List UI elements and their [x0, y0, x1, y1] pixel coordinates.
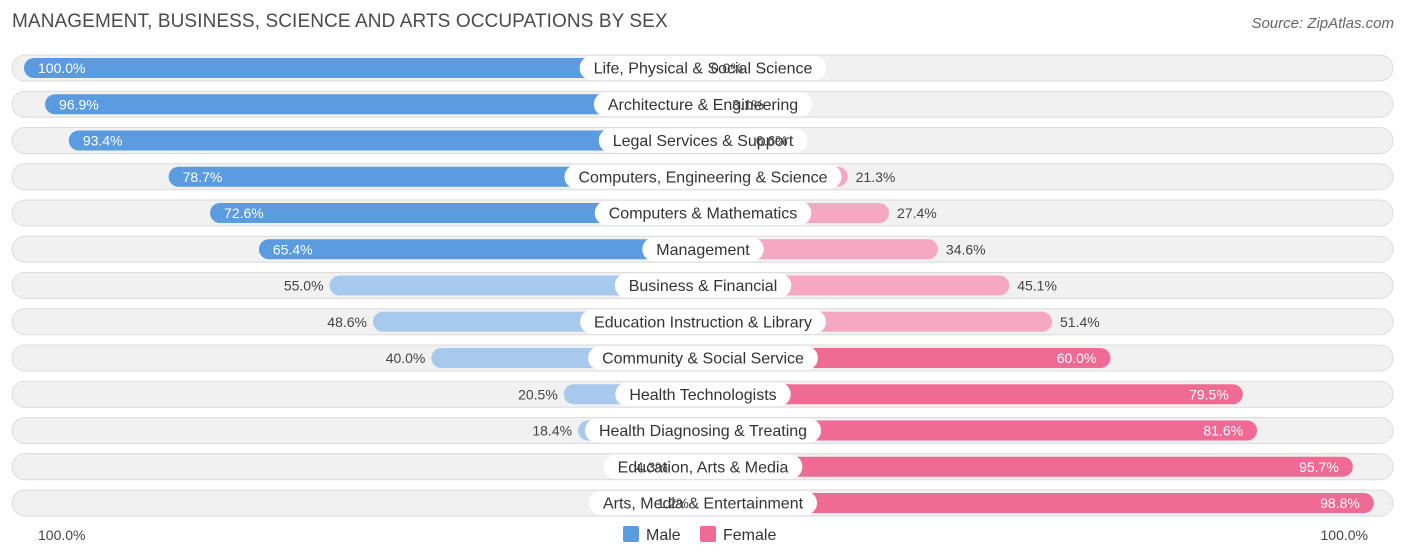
female-value-label: 98.8% [1320, 495, 1360, 511]
category-label: Legal Services & Support [613, 133, 794, 150]
male-value-label: 100.0% [38, 60, 85, 76]
category-pill [584, 418, 822, 443]
female-value-label: 34.6% [946, 241, 986, 257]
category-pill [594, 201, 812, 225]
female-value-label: 45.1% [1017, 278, 1057, 294]
legend-swatch-female [700, 526, 716, 542]
male-bar [210, 203, 703, 223]
female-value-label: 0.0% [711, 60, 743, 76]
male-bar [258, 239, 703, 260]
male-value-label: 4.3% [636, 459, 668, 475]
category-pill [564, 164, 842, 189]
category-label: Life, Physical & Social Science [594, 61, 813, 78]
category-pill [593, 92, 813, 117]
category-label: Health Diagnosing & Treating [599, 423, 807, 440]
legend-swatch-male [623, 526, 639, 542]
category-label: Management [656, 242, 750, 259]
category-label: Community & Social Service [602, 351, 804, 368]
female-value-label: 95.7% [1299, 459, 1339, 475]
female-bar [703, 420, 1258, 441]
category-pill [598, 128, 808, 153]
female-bar [703, 384, 1243, 405]
chart-source: Source: ZipAtlas.com [1251, 15, 1394, 32]
male-value-label: 48.6% [327, 314, 367, 330]
female-value-label: 60.0% [1057, 350, 1097, 366]
male-value-label: 93.4% [83, 133, 123, 149]
male-value-label: 78.7% [183, 169, 223, 185]
male-value-label: 96.9% [59, 96, 99, 112]
category-label: Computers, Engineering & Science [578, 169, 827, 186]
female-value-label: 3.1% [732, 96, 764, 112]
category-pill [588, 491, 818, 515]
female-value-label: 27.4% [897, 205, 937, 221]
male-bar [24, 58, 703, 78]
category-pill [615, 382, 791, 407]
chart-title: MANAGEMENT, BUSINESS, SCIENCE AND ARTS O… [12, 11, 668, 32]
legend-label-female: Female [723, 527, 776, 544]
male-bar [68, 130, 703, 151]
male-bar [45, 94, 703, 115]
category-label: Architecture & Engineering [608, 97, 798, 114]
female-bar [703, 493, 1374, 513]
category-pill [580, 309, 826, 334]
axis-right-label: 100.0% [1321, 527, 1368, 543]
male-value-label: 1.2% [657, 495, 689, 511]
female-value-label: 81.6% [1203, 423, 1243, 439]
female-value-label: 51.4% [1060, 314, 1100, 330]
category-label: Education Instruction & Library [594, 314, 812, 331]
category-label: Arts, Media & Entertainment [603, 496, 804, 513]
male-value-label: 55.0% [284, 278, 324, 294]
axis-left-label: 100.0% [38, 527, 85, 543]
male-value-label: 72.6% [224, 205, 264, 221]
category-pill [614, 273, 792, 298]
category-pill [588, 346, 818, 370]
female-bar [703, 456, 1353, 477]
category-label: Health Technologists [629, 387, 776, 404]
male-value-label: 65.4% [273, 241, 313, 257]
female-value-label: 79.5% [1189, 386, 1229, 402]
category-label: Computers & Mathematics [609, 206, 798, 223]
category-label: Education, Arts & Media [618, 459, 789, 476]
category-pill [603, 454, 803, 479]
male-value-label: 18.4% [532, 423, 572, 439]
category-pill [642, 237, 764, 262]
male-value-label: 40.0% [386, 350, 426, 366]
male-value-label: 20.5% [518, 386, 558, 402]
female-value-label: 21.3% [856, 169, 896, 185]
legend-label-male: Male [646, 527, 681, 544]
female-value-label: 6.6% [756, 133, 788, 149]
category-pill [579, 56, 827, 80]
category-label: Business & Financial [629, 278, 778, 295]
male-bar [329, 275, 703, 296]
